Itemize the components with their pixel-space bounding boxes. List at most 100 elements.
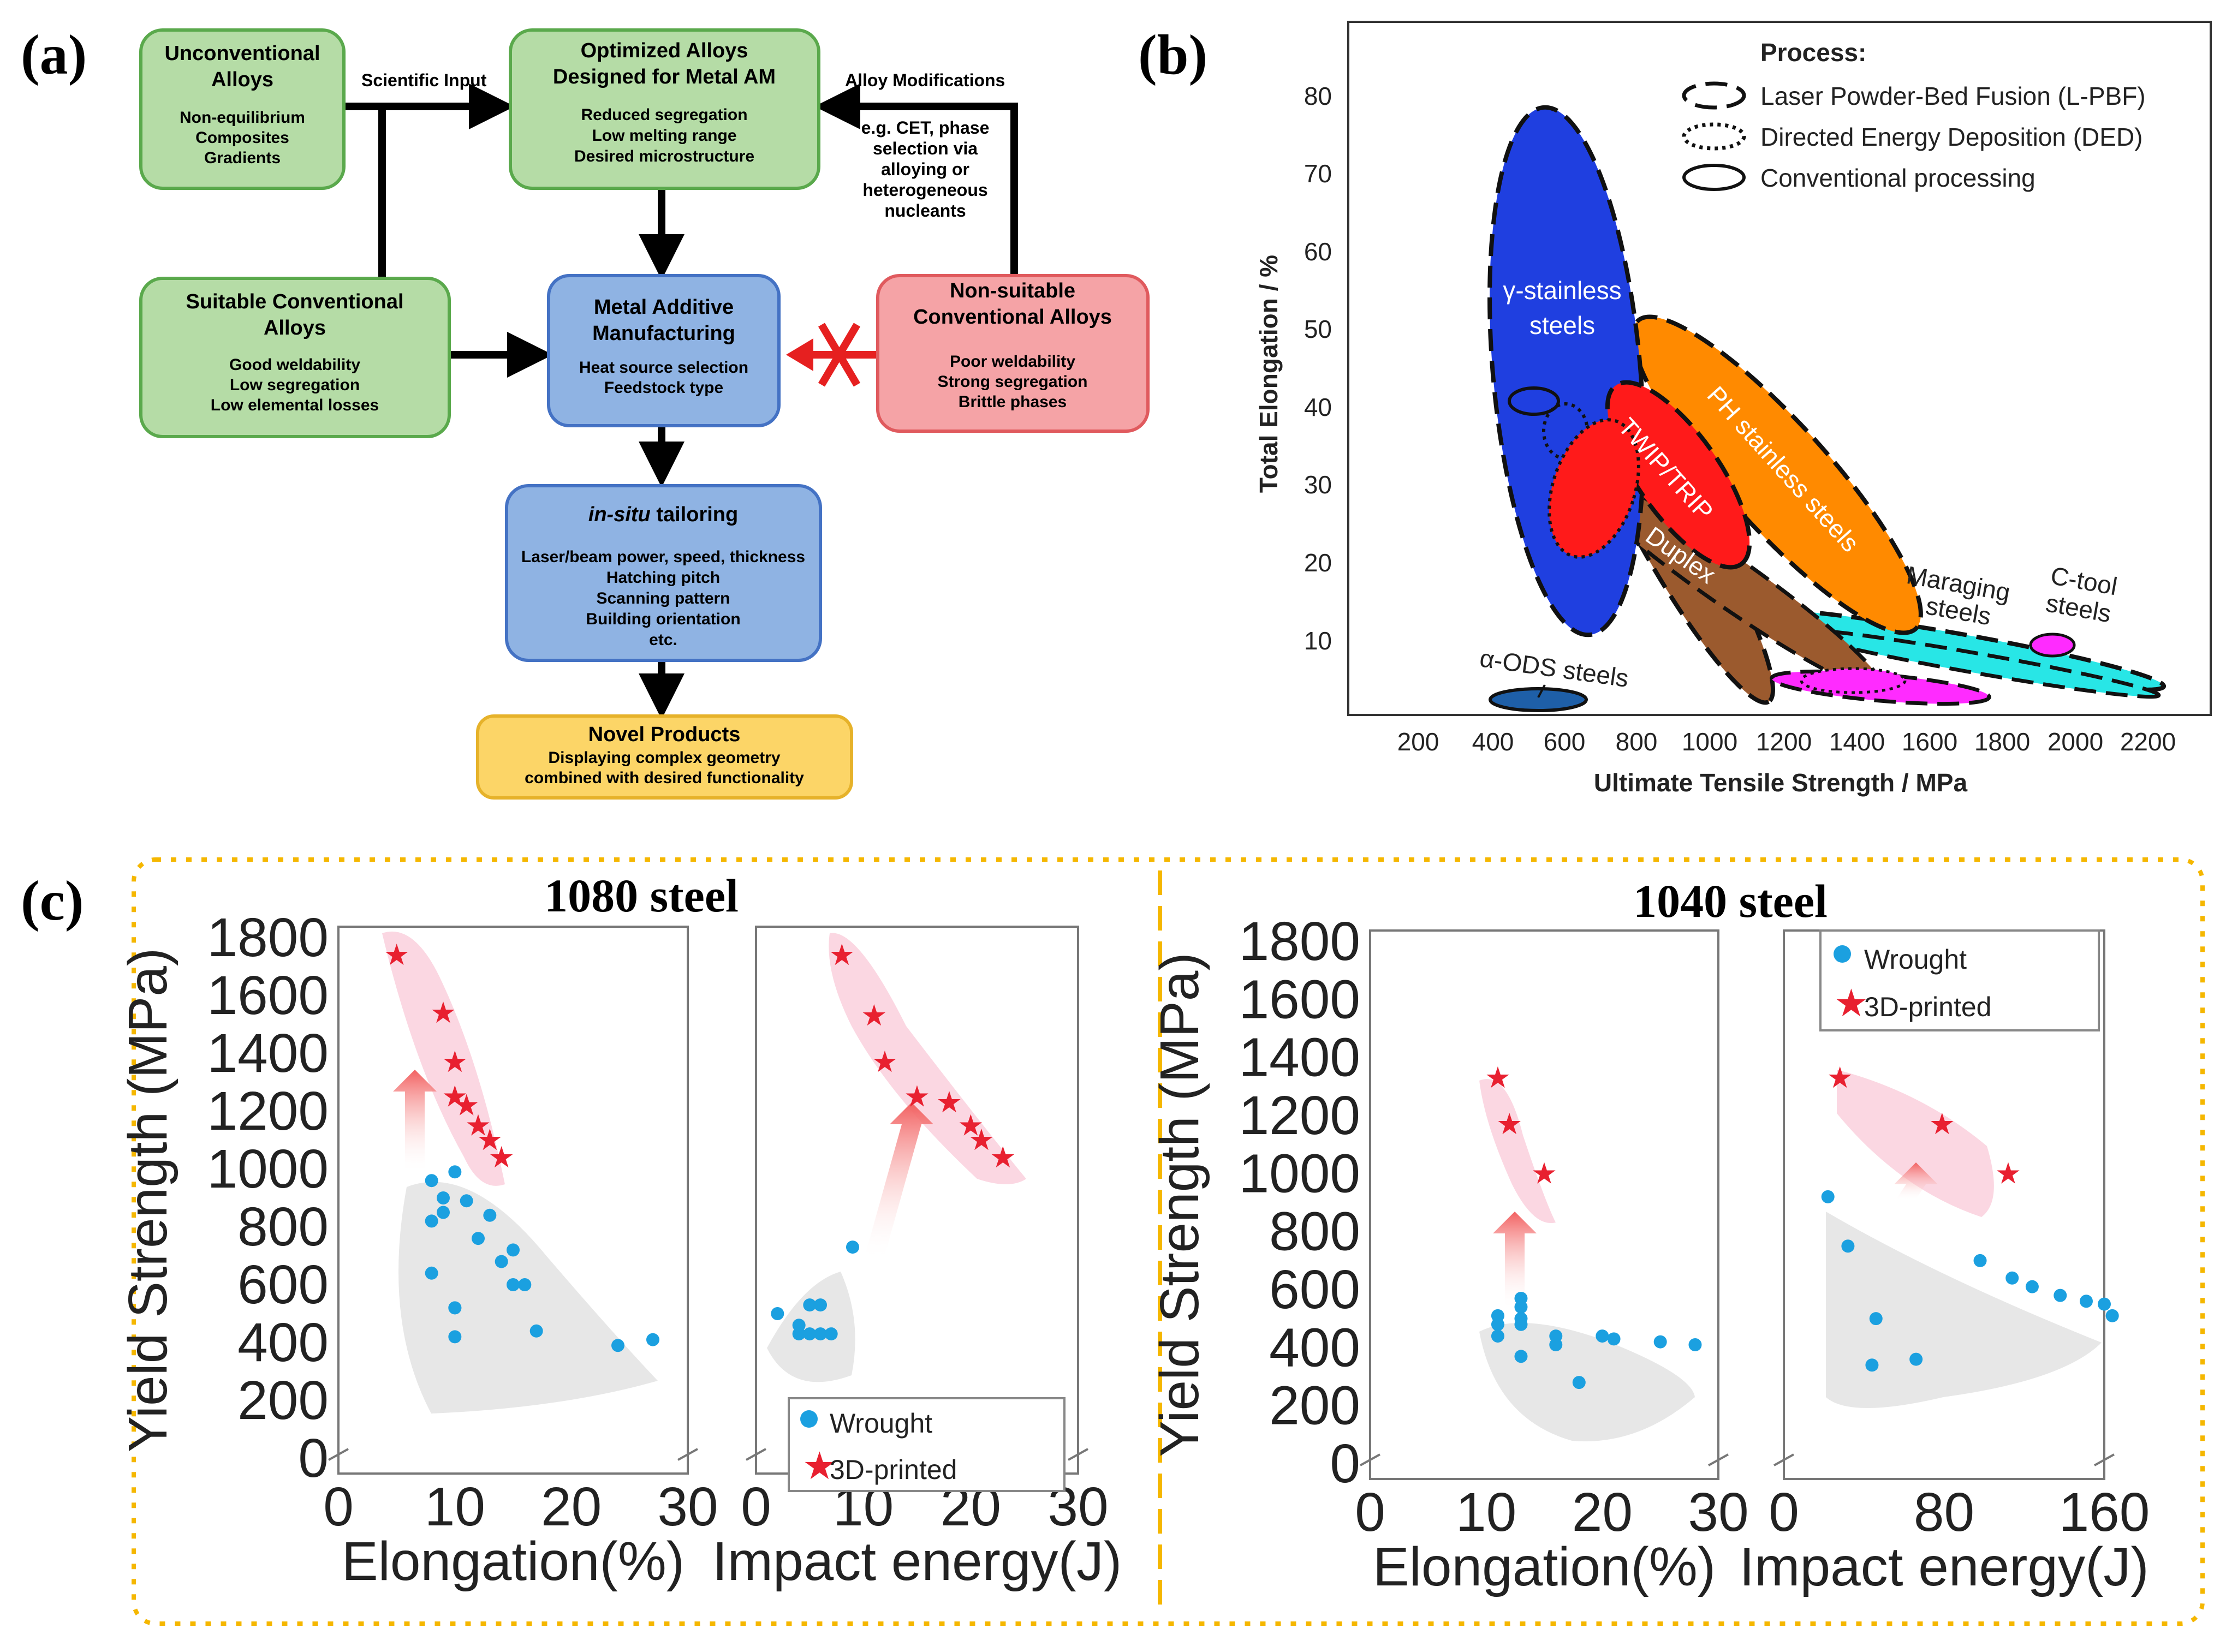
point-3d-printed: ★ [861, 999, 887, 1032]
point-wrought [1491, 1329, 1504, 1343]
svg-text:1800: 1800 [1974, 727, 2030, 756]
axis-break-mark [1773, 1453, 1794, 1466]
point-wrought [803, 1327, 817, 1341]
y-tick-label: 400 [237, 1312, 329, 1373]
chart-title-1080: 1080 steel [544, 869, 739, 922]
point-wrought [771, 1307, 784, 1320]
point-wrought [529, 1324, 543, 1338]
edge-label-scientific: Scientific Input [361, 70, 487, 90]
edge-note-modifications: e.g. CET, phase selection via alloying o… [861, 118, 990, 220]
y-tick-label: 1800 [1239, 911, 1360, 972]
point-3d-printed: ★ [957, 1110, 984, 1142]
point-wrought [2025, 1280, 2039, 1293]
point-3d-printed: ★ [488, 1141, 514, 1174]
point-3d-printed: ★ [1995, 1157, 2021, 1190]
svg-text:Non-suitable: Non-suitable [950, 279, 1075, 302]
svg-text:nucleants: nucleants [884, 201, 966, 220]
ashby-chart: (b) 200 400 600 800 1000 1200 1400 1600 … [1138, 21, 2212, 797]
improvement-arrow [393, 1070, 437, 1173]
x-tick-label: 0 [741, 1476, 771, 1537]
svg-text:Unconventional: Unconventional [164, 42, 320, 65]
printed-region [1837, 1070, 1994, 1217]
point-wrought [437, 1191, 450, 1204]
y-tick-label: 1600 [207, 965, 329, 1026]
legend-marker-3d: ★ [802, 1445, 837, 1487]
svg-text:Displaying complex geometry: Displaying complex geometry [548, 749, 780, 767]
point-wrought [495, 1255, 508, 1268]
ashby-regions [1487, 105, 2167, 712]
svg-text:Poor weldability: Poor weldability [950, 353, 1075, 371]
y-tick-label: 200 [237, 1370, 329, 1431]
point-wrought [437, 1206, 450, 1219]
svg-text:Good weldability: Good weldability [229, 356, 360, 374]
point-3d-printed: ★ [872, 1046, 898, 1078]
point-wrought [1607, 1332, 1621, 1346]
point-wrought [1865, 1358, 1879, 1372]
y-axis-label: Yield Strength (MPa) [1149, 952, 1210, 1457]
x-tick-label: 30 [1688, 1482, 1748, 1543]
svg-text:Building orientation: Building orientation [586, 610, 740, 628]
point-wrought [507, 1243, 520, 1257]
point-wrought [611, 1339, 624, 1352]
point-wrought [425, 1174, 438, 1188]
svg-text:40: 40 [1304, 393, 1332, 421]
node-unconventional: Unconventional Alloys Non-equilibrium Co… [139, 28, 346, 190]
legend-symbol-ded [1682, 122, 1746, 151]
region-ctool-conv [2029, 633, 2076, 658]
svg-text:70: 70 [1304, 159, 1332, 188]
improvement-arrow [1493, 1212, 1537, 1310]
svg-text:200: 200 [1397, 727, 1439, 756]
svg-text:2200: 2200 [2120, 727, 2176, 756]
point-3d-printed: ★ [442, 1046, 468, 1078]
svg-text:Desired microstructure: Desired microstructure [574, 147, 754, 165]
point-3d-printed: ★ [1485, 1061, 1511, 1094]
point-wrought [2054, 1289, 2067, 1302]
point-wrought [846, 1241, 859, 1254]
svg-text:Low elemental losses: Low elemental losses [211, 396, 379, 414]
y-tick-label: 1400 [207, 1023, 329, 1084]
panel-label-a: (a) [21, 23, 87, 86]
x-tick-label: 20 [1572, 1482, 1633, 1543]
y-tick-label: 600 [237, 1254, 329, 1315]
wrought-region [1826, 1212, 2102, 1408]
x-tick-label: 80 [1914, 1482, 1974, 1543]
region-twip-ded [1548, 418, 1640, 559]
svg-text:Designed for Metal AM: Designed for Metal AM [553, 65, 776, 88]
point-wrought [448, 1165, 462, 1179]
point-wrought [1572, 1376, 1586, 1389]
wrought-region [398, 1182, 658, 1414]
y-tick-label: 200 [1269, 1375, 1360, 1436]
blocked-arrow [786, 323, 876, 387]
panel-label-c: (c) [21, 869, 84, 932]
x-tick-label: 10 [425, 1476, 485, 1537]
svg-text:Suitable Conventional: Suitable Conventional [186, 290, 403, 313]
point-3d-printed: ★ [1929, 1108, 1955, 1141]
svg-text:Alloys: Alloys [264, 317, 326, 339]
ashby-legend-title: Process: [1760, 38, 1866, 67]
y-tick-label: 1000 [1239, 1143, 1360, 1204]
svg-text:Heat source selection: Heat source selection [579, 359, 748, 377]
y-tick-label: 1200 [207, 1081, 329, 1142]
y-tick-label: 800 [1269, 1201, 1360, 1262]
y-tick-label: 800 [237, 1196, 329, 1257]
svg-text:60: 60 [1304, 237, 1332, 266]
point-wrought [1491, 1317, 1504, 1331]
point-3d-printed: ★ [453, 1089, 479, 1122]
point-wrought [2105, 1309, 2119, 1322]
svg-text:80: 80 [1304, 82, 1332, 110]
svg-text:Optimized Alloys: Optimized Alloys [581, 39, 748, 62]
point-wrought [1514, 1317, 1528, 1331]
axis-break-mark [1360, 1453, 1380, 1466]
svg-text:50: 50 [1304, 315, 1332, 343]
flowchart: (a) Scientific Input Alloy Modifications… [21, 23, 1150, 800]
printed-region [382, 931, 505, 1186]
svg-text:800: 800 [1616, 727, 1658, 756]
svg-text:1400: 1400 [1829, 727, 1885, 756]
node-suitable: Suitable Conventional Alloys Good weldab… [139, 277, 451, 438]
x-tick-label: 160 [2059, 1482, 2150, 1543]
ashby-x-ticks: 200 400 600 800 1000 1200 1400 1600 1800… [1397, 727, 2176, 756]
point-wrought [1909, 1352, 1923, 1366]
point-wrought [1841, 1239, 1855, 1253]
